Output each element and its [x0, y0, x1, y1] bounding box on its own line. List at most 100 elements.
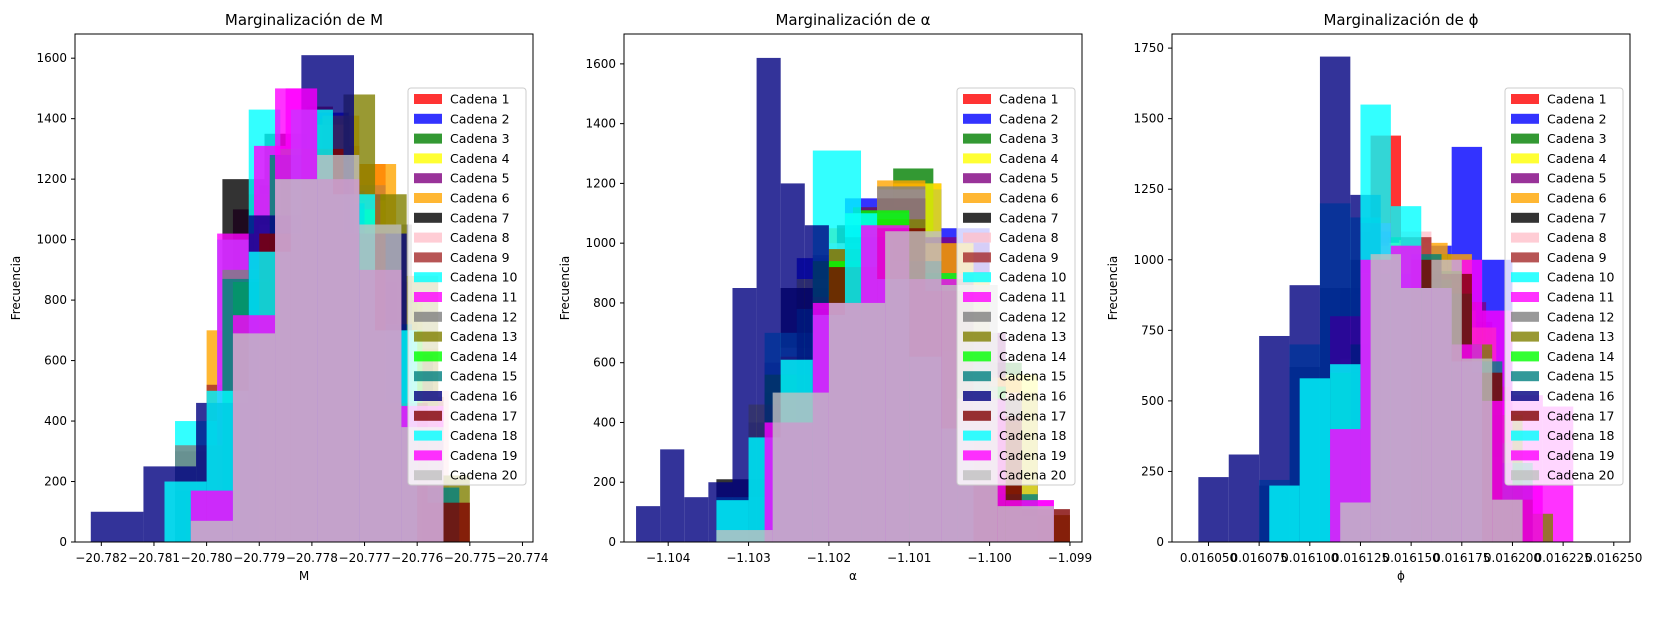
histogram-bar	[660, 449, 685, 542]
x-axis-label: M	[299, 569, 309, 583]
legend-swatch	[414, 252, 442, 263]
legend-label: Cadena 15	[1547, 369, 1614, 384]
legend-swatch	[1511, 94, 1539, 104]
legend-label: Cadena 5	[999, 171, 1059, 186]
legend-label: Cadena 2	[1547, 111, 1607, 126]
panel-phi-marginal: Marginalización de ϕ ϕ Frecuencia 0.0160…	[1106, 11, 1642, 583]
legend-label: Cadena 4	[999, 151, 1059, 166]
legend-swatch	[1511, 133, 1539, 144]
legend-swatch	[414, 331, 442, 342]
x-tick-label: −1.100	[967, 551, 1011, 565]
panel-m-marginal: Marginalización de M M Frecuencia −20.78…	[9, 11, 548, 583]
legend-swatch	[1511, 272, 1539, 283]
legend-swatch	[414, 371, 442, 382]
legend-label: Cadena 2	[450, 111, 510, 126]
histogram-bar	[684, 497, 709, 542]
y-tick-label: 1750	[1133, 41, 1164, 55]
legend-box	[1504, 87, 1624, 486]
legend-label: Cadena 14	[1547, 349, 1615, 364]
histogram-bar	[1431, 259, 1462, 542]
legend-label: Cadena 12	[450, 309, 517, 324]
y-tick-label: 800	[593, 296, 616, 310]
legend-label: Cadena 10	[450, 270, 518, 285]
legend-swatch	[1511, 371, 1539, 382]
legend: Cadena 1 Cadena 2 Cadena 3 Cadena 4 Cadena 5…	[956, 87, 1076, 486]
legend-label: Cadena 16	[1547, 389, 1615, 404]
legend-label: Cadena 9	[1547, 250, 1607, 265]
x-tick-label: −20.778	[286, 551, 338, 565]
histogram-bar	[997, 506, 1054, 542]
legend-swatch	[414, 450, 442, 461]
legend-swatch	[1511, 331, 1539, 342]
legend-label: Cadena 19	[1547, 448, 1615, 463]
legend-label: Cadena 18	[450, 428, 518, 443]
histogram-bar	[1401, 288, 1432, 542]
y-tick-label: 1400	[36, 112, 67, 126]
legend-swatch	[963, 331, 991, 342]
plot-area	[636, 57, 1070, 542]
histogram-bar	[1461, 358, 1493, 542]
histogram-bar	[90, 511, 144, 542]
legend-swatch	[414, 311, 442, 322]
x-tick-label: 0.016175	[1433, 551, 1490, 565]
legend-label: Cadena 3	[450, 131, 510, 146]
legend-label: Cadena 11	[450, 290, 517, 305]
legend-label: Cadena 10	[999, 270, 1067, 285]
histogram-bar	[1228, 454, 1260, 542]
x-tick-label: −1.104	[646, 551, 690, 565]
legend-swatch	[1511, 351, 1539, 362]
y-tick-label: 600	[44, 354, 67, 368]
legend-label: Cadena 8	[1547, 230, 1607, 245]
legend-swatch	[414, 272, 442, 283]
x-tick-label: −20.777	[339, 551, 391, 565]
histogram-bar	[772, 392, 829, 542]
x-tick-label: 0.016225	[1534, 551, 1591, 565]
axes-frame	[74, 33, 534, 543]
y-tick-label: 0	[608, 535, 616, 549]
y-tick-label: 1000	[1133, 253, 1164, 267]
x-tick-label: 0.016125	[1332, 551, 1389, 565]
panel-alpha-marginal: Marginalización de α α Frecuencia −1.104…	[558, 11, 1092, 583]
legend-swatch	[963, 311, 991, 322]
legend-label: Cadena 12	[999, 309, 1066, 324]
legend-swatch	[963, 232, 991, 243]
legend-swatch	[963, 173, 991, 184]
legend-swatch	[963, 391, 991, 401]
y-tick-label: 1200	[36, 172, 67, 186]
legend-label: Cadena 13	[1547, 329, 1614, 344]
x-tick-label: 0.016050	[1180, 551, 1237, 565]
legend-label: Cadena 7	[450, 210, 510, 225]
legend-label: Cadena 17	[1547, 408, 1614, 423]
y-tick-label: 600	[593, 356, 616, 370]
legend-label: Cadena 15	[450, 369, 517, 384]
y-tick-label: 1200	[585, 176, 616, 190]
legend-label: Cadena 18	[1547, 428, 1615, 443]
legend-label: Cadena 6	[999, 191, 1059, 206]
histogram-bar	[317, 154, 360, 542]
histogram-bar	[275, 179, 318, 542]
legend-label: Cadena 6	[450, 191, 510, 206]
x-tick-label: 0.016075	[1231, 551, 1288, 565]
legend-swatch	[1511, 430, 1539, 441]
legend-swatch	[1511, 252, 1539, 263]
legend-swatch	[963, 470, 991, 481]
x-tick-label: −20.774	[496, 551, 548, 565]
histogram-bar	[1299, 378, 1331, 542]
legend-label: Cadena 7	[1547, 210, 1607, 225]
legend-swatch	[963, 272, 991, 283]
y-tick-label: 400	[593, 415, 616, 429]
y-tick-label: 0	[59, 535, 67, 549]
legend-label: Cadena 4	[450, 151, 510, 166]
y-axis-label: Frecuencia	[9, 256, 23, 321]
y-tick-label: 500	[1141, 394, 1164, 408]
series-20	[716, 231, 1054, 542]
legend-label: Cadena 18	[999, 428, 1067, 443]
legend-label: Cadena 19	[450, 448, 518, 463]
legend-label: Cadena 12	[1547, 309, 1614, 324]
histogram-bar	[828, 302, 886, 542]
legend-swatch	[963, 371, 991, 382]
legend-swatch	[963, 450, 991, 461]
legend-label: Cadena 9	[450, 250, 510, 265]
y-tick-label: 1500	[1133, 112, 1164, 126]
